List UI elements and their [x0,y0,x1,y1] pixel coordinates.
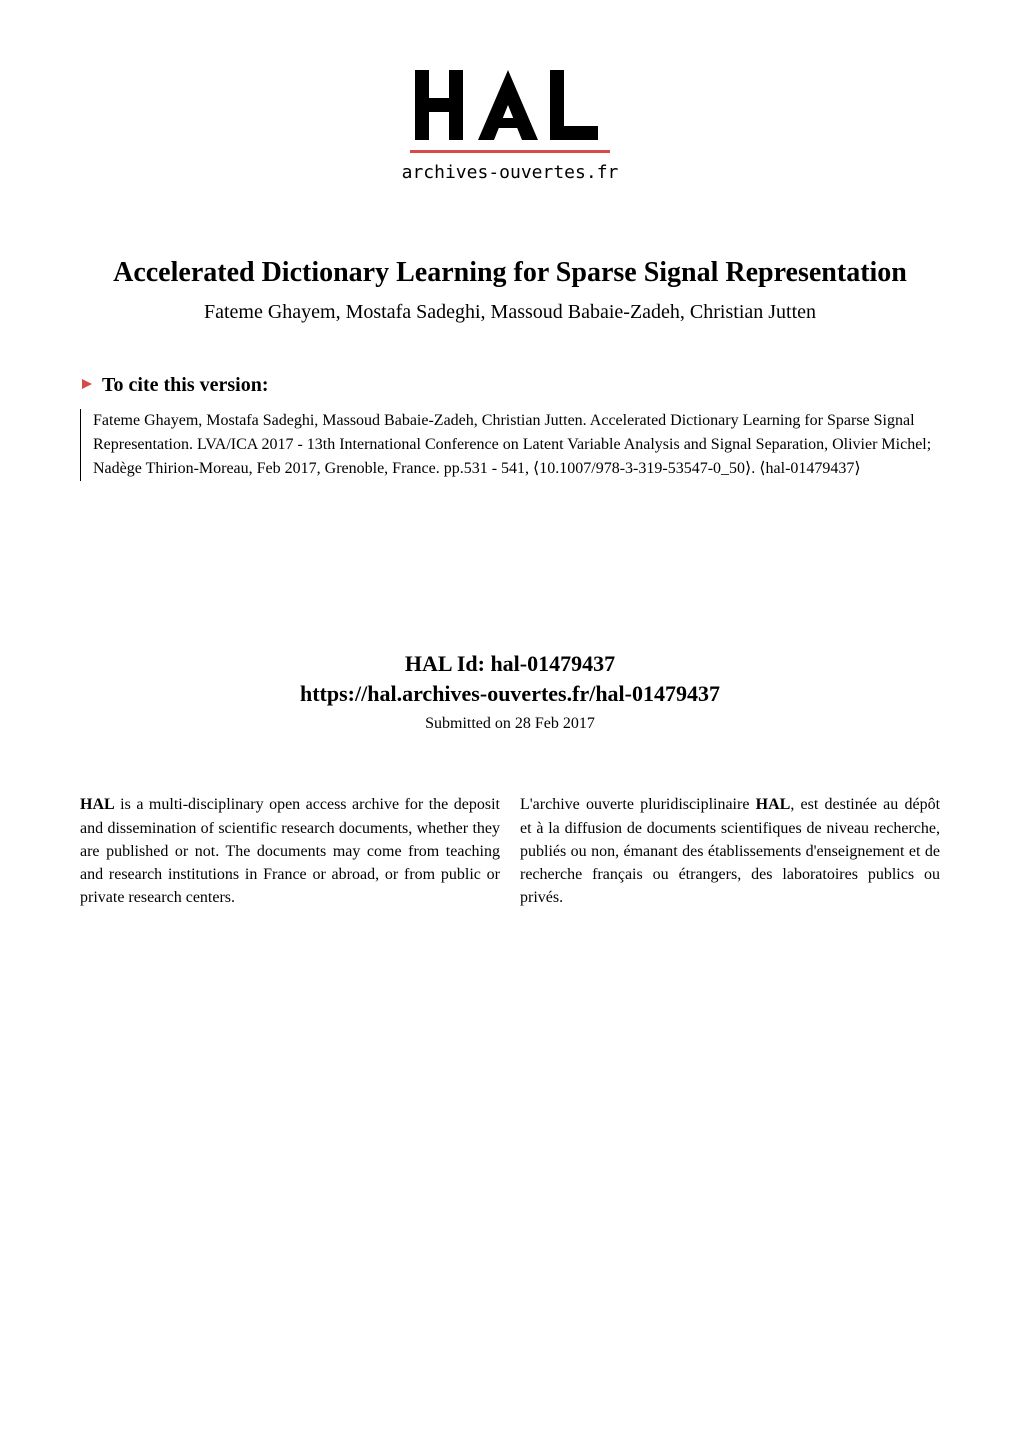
footer-right: L'archive ouverte pluridisciplinaire HAL… [520,793,940,909]
citation-body: Fateme Ghayem, Mostafa Sadeghi, Massoud … [80,409,940,481]
cite-header: To cite this version: [80,374,940,397]
footer-right-prefix: L'archive ouverte pluridisciplinaire [520,796,756,813]
footer-left-text: is a multi-disciplinary open access arch… [80,796,500,906]
cite-triangle-icon [80,374,94,397]
footer-columns: HAL is a multi-disciplinary open access … [80,793,940,909]
hal-logo: archives-ouvertes.fr [400,60,620,195]
hal-id-label: HAL Id: hal-01479437 [80,651,940,677]
footer-left-bold: HAL [80,796,115,813]
submitted-date: Submitted on 28 Feb 2017 [80,715,940,733]
cite-section: To cite this version: Fateme Ghayem, Mos… [80,374,940,481]
page-container: archives-ouvertes.fr Accelerated Diction… [0,0,1020,1442]
paper-authors: Fateme Ghayem, Mostafa Sadeghi, Massoud … [80,301,940,324]
hal-logo-svg: archives-ouvertes.fr [400,60,620,190]
logo-container: archives-ouvertes.fr [80,60,940,195]
cite-header-text: To cite this version: [102,374,268,397]
hal-id-section: HAL Id: hal-01479437 https://hal.archive… [80,651,940,733]
hal-url: https://hal.archives-ouvertes.fr/hal-014… [80,681,940,707]
paper-title: Accelerated Dictionary Learning for Spar… [80,255,940,291]
logo-subtitle: archives-ouvertes.fr [402,162,619,183]
footer-left: HAL is a multi-disciplinary open access … [80,793,500,909]
footer-right-bold: HAL [756,796,791,813]
